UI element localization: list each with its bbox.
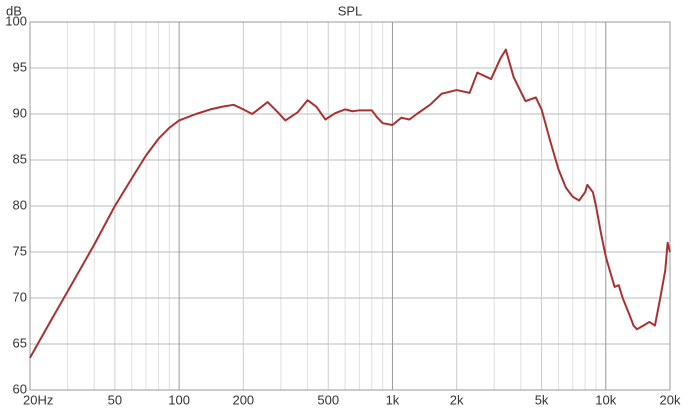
y-tick-label: 100 (5, 13, 27, 28)
x-tick-label: 200 (232, 392, 254, 407)
y-axis-label: dB (6, 3, 22, 18)
x-tick-label: 5k (535, 392, 549, 407)
plot-border (29, 21, 671, 391)
spl-line (29, 48, 671, 359)
x-tick-label: 10k (595, 392, 616, 407)
y-tick-label: 95 (13, 59, 27, 74)
y-tick-label: 75 (13, 243, 27, 258)
x-tick-label: 1k (386, 392, 400, 407)
y-tick-label: 65 (13, 335, 27, 350)
x-tick-label: 2k (450, 392, 464, 407)
y-tick-label: 90 (13, 105, 27, 120)
x-tick-label: 50 (108, 392, 122, 407)
chart-title: SPL (338, 3, 363, 18)
x-tick-label: 100 (168, 392, 190, 407)
y-tick-label: 70 (13, 289, 27, 304)
y-tick-label: 60 (13, 381, 27, 396)
y-tick-label: 85 (13, 151, 27, 166)
x-tick-label: 500 (317, 392, 339, 407)
x-tick-label: 20Hz (23, 392, 53, 407)
y-tick-label: 80 (13, 197, 27, 212)
x-tick-label: 20k (660, 392, 681, 407)
